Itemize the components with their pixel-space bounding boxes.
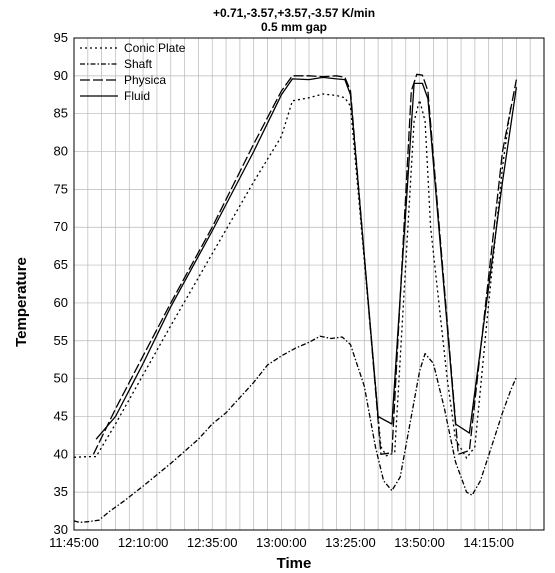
x-tick-label: 11:45:00 — [49, 535, 99, 550]
y-tick-label: 75 — [54, 181, 68, 196]
series-line-shaft — [73, 335, 517, 524]
y-tick-label: 80 — [54, 144, 68, 159]
y-tick-label: 65 — [54, 257, 68, 272]
y-tick-label: 95 — [54, 30, 68, 45]
x-tick-label: 13:25:00 — [325, 535, 376, 550]
y-tick-label: 90 — [54, 68, 68, 83]
legend-label: Conic Plate — [124, 41, 186, 55]
y-tick-label: 40 — [54, 446, 68, 461]
tick-labels: 30 35 40 45 50 55 60 65 70 75 80 85 90 95 11:45:00 12:1… — [49, 30, 514, 550]
series-line-fluid — [95, 76, 518, 440]
y-tick-label: 70 — [54, 219, 68, 234]
x-tick-label: 13:00:00 — [256, 535, 307, 550]
chart-title: +0.71,-3.57,+3.57,-3.57 K/min — [213, 6, 375, 20]
y-tick-label: 60 — [54, 295, 68, 310]
series-line-conic-plate — [73, 93, 512, 459]
y-tick-label: 45 — [54, 408, 68, 423]
y-tick-label: 55 — [54, 333, 68, 348]
legend-label: Physica — [124, 73, 166, 87]
y-tick-label: 50 — [54, 371, 68, 386]
x-tick-label: 12:35:00 — [187, 535, 238, 550]
y-tick-label: 30 — [54, 522, 68, 537]
legend-label: Shaft — [124, 57, 153, 71]
y-tick-label: 85 — [54, 106, 68, 121]
x-tick-label: 12:10:00 — [118, 535, 169, 550]
chart-subtitle: 0.5 mm gap — [261, 20, 327, 34]
x-axis-title: Time — [277, 555, 312, 572]
series-lines — [73, 73, 518, 524]
gridlines — [73, 37, 545, 531]
y-tick-label: 35 — [54, 484, 68, 499]
x-tick-label: 14:15:00 — [463, 535, 514, 550]
x-tick-label: 13:50:00 — [394, 535, 445, 550]
legend-label: Fluid — [124, 89, 150, 103]
plot-frame — [73, 37, 545, 531]
y-axis-title: Temperature — [13, 257, 30, 347]
legend: Conic Plate Shaft Physica Fluid — [80, 41, 186, 103]
